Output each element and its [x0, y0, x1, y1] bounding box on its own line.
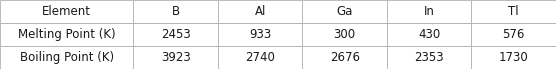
Text: Boiling Point (K): Boiling Point (K): [19, 51, 114, 64]
Text: 300: 300: [334, 28, 356, 41]
Text: Al: Al: [255, 5, 266, 18]
Text: 1730: 1730: [499, 51, 529, 64]
Bar: [0, 0, 133, 23]
Bar: [0, 23, 133, 46]
Text: Tl: Tl: [508, 5, 519, 18]
Text: 2740: 2740: [245, 51, 275, 64]
Bar: [0, 46, 133, 69]
Text: Element: Element: [42, 5, 91, 18]
Text: 430: 430: [418, 28, 440, 41]
Bar: [471, 46, 556, 69]
Bar: [387, 23, 471, 46]
Text: 933: 933: [249, 28, 271, 41]
Text: 3923: 3923: [161, 51, 191, 64]
Text: 576: 576: [503, 28, 525, 41]
Bar: [218, 46, 302, 69]
Text: B: B: [172, 5, 180, 18]
Text: 2453: 2453: [161, 28, 191, 41]
Text: In: In: [424, 5, 435, 18]
Bar: [302, 23, 387, 46]
Bar: [387, 0, 471, 23]
Bar: [218, 0, 302, 23]
Bar: [133, 46, 218, 69]
Bar: [387, 46, 471, 69]
Bar: [471, 0, 556, 23]
Text: 2353: 2353: [414, 51, 444, 64]
Bar: [133, 23, 218, 46]
Bar: [302, 46, 387, 69]
Text: 2676: 2676: [330, 51, 360, 64]
Text: Melting Point (K): Melting Point (K): [18, 28, 116, 41]
Bar: [133, 0, 218, 23]
Bar: [218, 23, 302, 46]
Bar: [302, 0, 387, 23]
Text: Ga: Ga: [336, 5, 353, 18]
Bar: [471, 23, 556, 46]
